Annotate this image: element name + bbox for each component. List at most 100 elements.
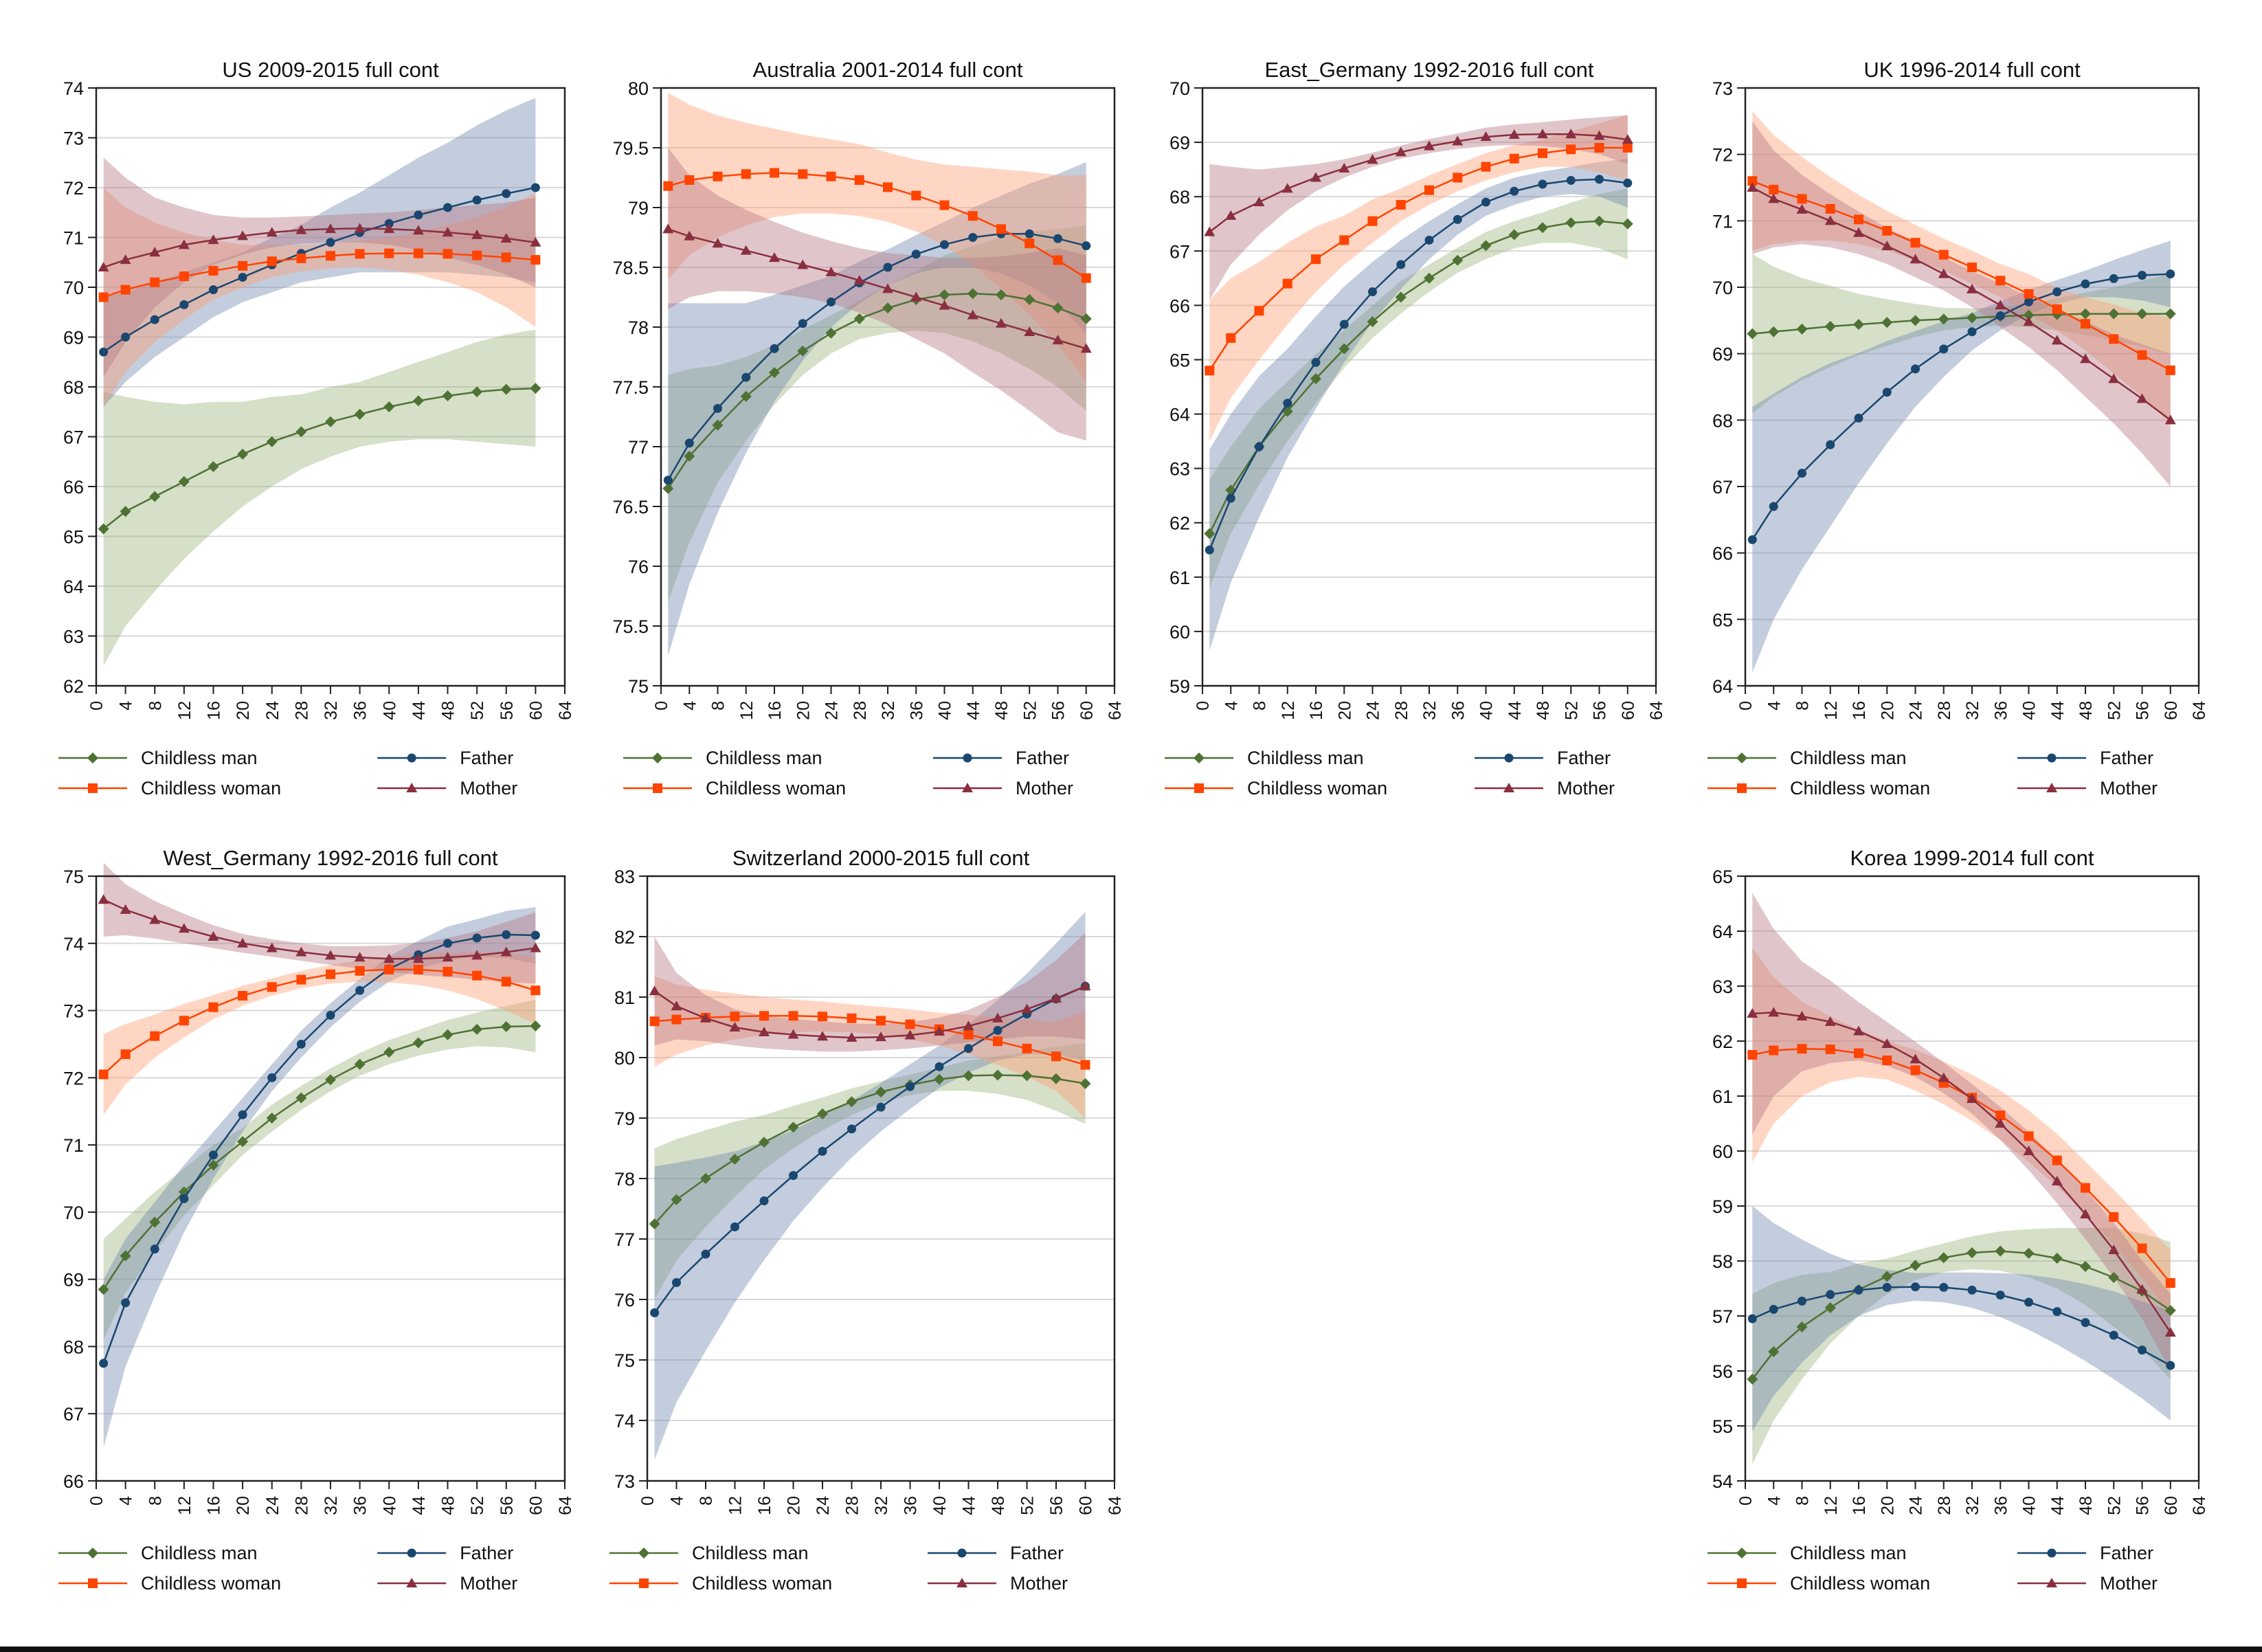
data-point: [1854, 1285, 1863, 1295]
series-line: [654, 1015, 1086, 1066]
legend-marker: [1736, 752, 1747, 763]
x-tick-label: 20: [234, 701, 253, 720]
data-point: [1967, 1093, 1978, 1103]
y-tick-label: 72: [1712, 145, 1733, 166]
data-point: [443, 203, 452, 212]
data-point: [663, 181, 673, 191]
data-point: [1854, 413, 1863, 423]
data-point: [267, 256, 277, 267]
data-point: [1080, 1060, 1090, 1070]
series-line: [667, 228, 1087, 350]
data-point: [787, 1121, 799, 1133]
y-tick-label: 67: [1169, 241, 1190, 262]
data-point: [1396, 260, 1406, 269]
data-point: [1339, 343, 1350, 355]
x-tick-label: 36: [351, 701, 370, 720]
data-point: [2164, 1305, 2176, 1316]
data-point: [295, 426, 307, 438]
data-point: [2024, 297, 2033, 306]
x-tick-label: 56: [1049, 701, 1068, 720]
legend-marker: [963, 753, 972, 763]
y-tick-label: 69: [63, 328, 84, 348]
plot-frame: [1744, 875, 2200, 1482]
y-tick-label: 72: [63, 1068, 84, 1089]
data-point: [238, 991, 248, 1001]
data-point: [238, 1110, 247, 1119]
data-point: [1310, 373, 1321, 385]
y-tick-label: 73: [1712, 78, 1733, 99]
data-point: [1796, 203, 1808, 214]
data-point: [443, 939, 452, 948]
data-point: [1566, 175, 1576, 185]
data-point: [700, 1012, 711, 1023]
x-tick-label: 20: [1878, 701, 1897, 720]
data-point: [730, 1222, 739, 1231]
data-point: [1824, 215, 1836, 225]
x-tick-label: 36: [1991, 1496, 2011, 1515]
data-point: [1205, 545, 1214, 555]
data-point: [150, 315, 159, 324]
data-point: [178, 476, 190, 487]
y-tick-label: 68: [1712, 410, 1733, 431]
data-point: [797, 345, 809, 357]
data-point: [963, 1029, 974, 1040]
data-point: [769, 367, 780, 379]
data-point: [2024, 1297, 2033, 1307]
data-point: [662, 482, 674, 494]
data-point: [99, 1359, 109, 1368]
x-tick-label: 8: [1793, 701, 1813, 711]
data-point: [769, 252, 780, 263]
y-tick-label: 82: [614, 927, 635, 948]
legend-label: Father: [2100, 748, 2153, 768]
data-point: [934, 1026, 945, 1036]
data-point: [2052, 1155, 2062, 1165]
data-point: [296, 1039, 306, 1049]
x-tick-label: 40: [2020, 1496, 2039, 1515]
data-point: [2166, 269, 2175, 279]
data-point: [1938, 313, 1949, 325]
y-tick-label: 68: [1169, 187, 1190, 208]
data-point: [713, 171, 723, 181]
legend-label: Mother: [460, 778, 517, 799]
x-tick-label: 36: [907, 701, 926, 720]
data-point: [2023, 1247, 2035, 1259]
data-point: [993, 1025, 1003, 1035]
x-tick-label: 64: [2190, 701, 2209, 720]
data-point: [967, 288, 978, 300]
y-tick-label: 62: [1169, 513, 1190, 534]
legend-label: Father: [1016, 748, 1069, 768]
series-line: [103, 227, 536, 269]
data-point: [1995, 1245, 2006, 1257]
data-point: [1281, 183, 1293, 193]
legend-label: Childless woman: [141, 778, 281, 799]
data-point: [1395, 146, 1407, 157]
data-point: [1480, 131, 1492, 142]
data-point: [209, 1150, 218, 1160]
data-point: [939, 300, 950, 310]
data-point: [798, 169, 808, 179]
data-point: [825, 266, 837, 276]
series-line: [102, 387, 536, 530]
data-point: [1747, 1008, 1758, 1018]
y-tick-label: 60: [1169, 622, 1190, 643]
data-point: [1080, 343, 1092, 353]
data-point: [1769, 1045, 1779, 1056]
data-point: [2080, 1261, 2091, 1272]
data-point: [817, 1031, 828, 1041]
data-point: [2024, 289, 2034, 299]
x-tick-label: 44: [2048, 1496, 2068, 1515]
legend-marker: [652, 752, 663, 763]
plot-frame: [646, 875, 1116, 1482]
data-point: [1938, 1252, 1949, 1264]
data-point: [98, 1284, 109, 1295]
data-point: [266, 1113, 278, 1124]
data-point: [770, 344, 779, 353]
data-point: [934, 1062, 944, 1071]
y-tick-label: 59: [1712, 1196, 1733, 1217]
x-tick-label: 36: [1991, 701, 2011, 720]
data-point: [412, 953, 424, 963]
ci-band: [1752, 254, 2171, 414]
x-tick-label: 52: [1020, 701, 1040, 720]
ci-band: [103, 98, 536, 407]
data-point: [2165, 365, 2175, 375]
